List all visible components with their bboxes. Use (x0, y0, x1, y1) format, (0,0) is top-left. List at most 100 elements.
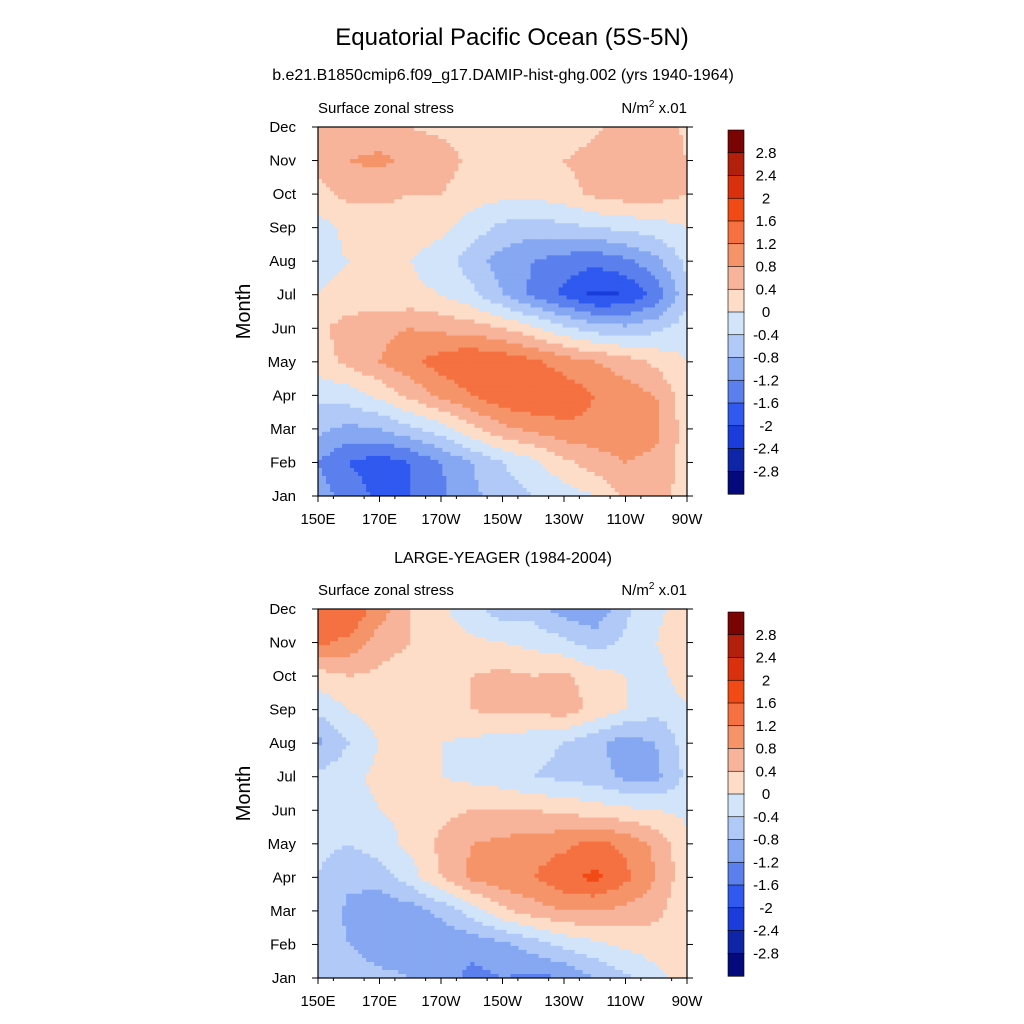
field-cell (386, 147, 391, 152)
field-cell (318, 171, 323, 176)
field-cell (514, 199, 520, 204)
field-cell (618, 247, 624, 252)
field-cell (458, 215, 463, 220)
field-cell (530, 203, 536, 208)
field-cell (330, 303, 335, 309)
field-cell (518, 279, 524, 285)
field-cell (438, 339, 443, 345)
field-cell (462, 339, 467, 345)
field-cell (378, 199, 383, 204)
field-cell (414, 255, 419, 260)
field-cell (546, 223, 552, 228)
field-cell (478, 227, 484, 232)
field-cell (654, 251, 660, 256)
field-cell (374, 251, 379, 256)
field-cell (582, 263, 588, 268)
field-cell (570, 199, 576, 204)
field-cell (594, 259, 600, 264)
field-cell (510, 251, 516, 256)
units-exponent: 2 (649, 99, 655, 110)
field-cell (466, 143, 472, 148)
field-cell (666, 195, 672, 200)
field-cell (426, 287, 431, 293)
field-cell (546, 239, 552, 244)
field-cell (582, 211, 588, 216)
field-cell (606, 167, 612, 172)
field-cell (430, 199, 435, 204)
field-cell (478, 143, 484, 148)
field-cell (370, 243, 375, 248)
field-cell (602, 183, 608, 188)
field-cell (366, 247, 371, 252)
field-cell (590, 339, 596, 345)
field-cell (526, 339, 532, 345)
field-cell (438, 159, 443, 164)
field-cell (434, 315, 439, 321)
field-cell (474, 211, 480, 216)
field-cell (454, 171, 459, 176)
field-cell (454, 163, 459, 168)
field-cell (590, 191, 596, 196)
field-cell (650, 223, 656, 228)
field-cell (354, 183, 359, 188)
field-cell (650, 287, 656, 293)
field-cell (466, 231, 472, 236)
field-cell (422, 135, 427, 140)
field-cell (462, 247, 467, 252)
field-cell (514, 179, 520, 184)
field-cell (450, 227, 455, 232)
field-cell (450, 231, 455, 236)
field-cell (374, 255, 379, 260)
field-cell (382, 227, 387, 232)
field-cell (338, 231, 343, 236)
field-cell (466, 243, 472, 248)
field-cell (462, 255, 467, 260)
field-cell (494, 263, 500, 268)
field-cell (666, 167, 672, 172)
field-cell (682, 279, 687, 285)
field-cell (462, 175, 467, 180)
field-cell (658, 223, 664, 228)
field-cell (526, 279, 532, 285)
field-cell (446, 155, 451, 160)
field-cell (558, 147, 564, 152)
field-cell (406, 179, 411, 184)
field-cell (338, 279, 343, 285)
field-cell (614, 235, 620, 240)
field-cell (398, 231, 403, 236)
field-cell (398, 151, 403, 156)
field-cell (638, 275, 644, 281)
field-cell (594, 331, 600, 337)
field-cell (374, 307, 379, 313)
field-cell (350, 207, 355, 212)
field-cell (330, 319, 335, 325)
field-cell (382, 155, 387, 160)
field-cell (450, 259, 455, 264)
field-cell (502, 243, 508, 248)
field-cell (430, 327, 435, 333)
field-cell (466, 179, 472, 184)
field-cell (470, 315, 476, 321)
field-cell (530, 147, 536, 152)
field-cell (494, 151, 500, 156)
field-cell (466, 191, 472, 196)
field-cell (342, 203, 347, 208)
field-cell (454, 159, 459, 164)
field-cell (386, 311, 391, 317)
field-cell (362, 315, 367, 321)
field-cell (622, 223, 628, 228)
field-cell (350, 231, 355, 236)
field-cell (406, 143, 411, 148)
field-cell (458, 311, 463, 317)
field-cell (486, 263, 492, 268)
field-cell (354, 199, 359, 204)
field-cell (482, 295, 488, 301)
field-cell (438, 319, 443, 325)
field-cell (330, 231, 335, 236)
field-cell (550, 155, 556, 160)
field-cell (646, 151, 652, 156)
field-cell (442, 263, 447, 268)
field-cell (678, 179, 684, 184)
field-cell (526, 163, 532, 168)
field-cell (458, 139, 463, 144)
